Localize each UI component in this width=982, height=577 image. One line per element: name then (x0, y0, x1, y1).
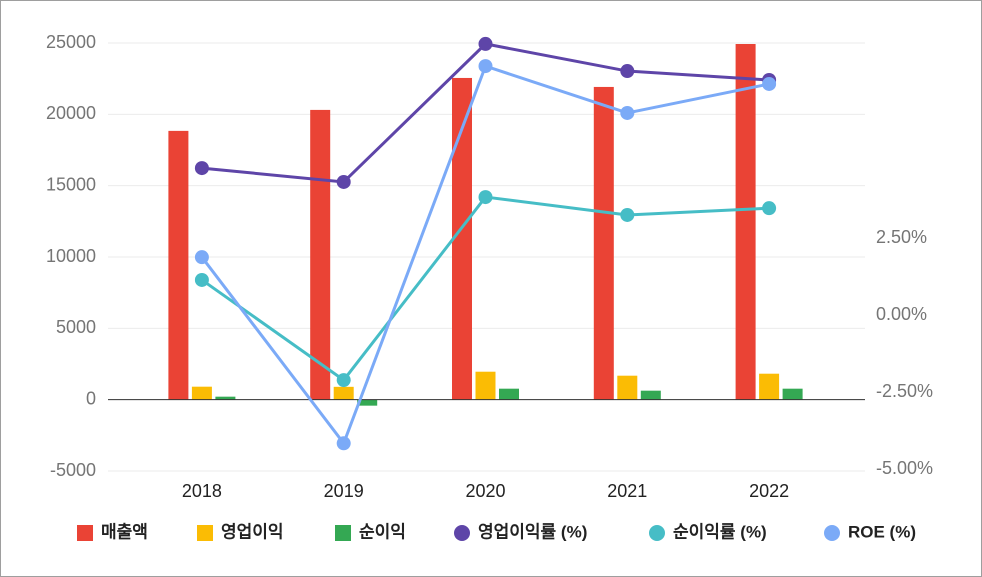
point (336, 373, 351, 388)
x-tick-label: 2022 (749, 481, 789, 501)
legend-swatch (824, 525, 840, 541)
legend-swatch (77, 525, 93, 541)
bar (593, 86, 614, 400)
legend-swatch (649, 525, 665, 541)
bar (617, 375, 638, 400)
bar (191, 386, 212, 400)
legend-label: 영업이익률 (%) (478, 522, 587, 541)
y-tick-label: 5000 (56, 317, 96, 337)
y2-tick-label: -5.00% (876, 458, 933, 478)
y-tick-label: 25000 (46, 32, 96, 52)
bar (735, 43, 756, 400)
y2-tick-label: -2.50% (876, 381, 933, 401)
point (620, 64, 635, 79)
legend-swatch (454, 525, 470, 541)
legend-swatch (335, 525, 351, 541)
point (194, 161, 209, 176)
bar (640, 390, 661, 400)
point (762, 201, 777, 216)
point (336, 436, 351, 451)
y-tick-label: 0 (86, 388, 96, 408)
point (620, 105, 635, 120)
bar (759, 373, 780, 400)
bar (333, 386, 354, 400)
y-tick-label: 10000 (46, 246, 96, 266)
legend-label: 매출액 (101, 522, 148, 541)
bar (168, 130, 189, 400)
point (762, 76, 777, 91)
y-tick-label: -5000 (50, 460, 96, 480)
y2-tick-label: 0.00% (876, 304, 927, 324)
y-tick-label: 15000 (46, 174, 96, 194)
point (478, 36, 493, 51)
point (620, 207, 635, 222)
bar (357, 399, 378, 406)
y2-tick-label: 2.50% (876, 227, 927, 247)
bar (782, 388, 803, 400)
x-tick-label: 2019 (324, 481, 364, 501)
point (478, 59, 493, 74)
x-tick-label: 2020 (465, 481, 505, 501)
point (478, 190, 493, 205)
point (194, 250, 209, 265)
x-tick-label: 2018 (182, 481, 222, 501)
y-tick-label: 20000 (46, 103, 96, 123)
legend-label: 영업이익 (221, 522, 284, 541)
point (336, 174, 351, 189)
bar (310, 109, 331, 400)
legend-label: 순이익 (359, 522, 406, 541)
point (194, 272, 209, 287)
x-tick-label: 2021 (607, 481, 647, 501)
legend-label: ROE (%) (848, 522, 916, 541)
legend-label: 순이익률 (%) (673, 522, 767, 541)
bar (475, 371, 496, 400)
legend-swatch (197, 525, 213, 541)
bar (499, 388, 519, 400)
bar (452, 77, 472, 400)
bar (215, 396, 236, 400)
